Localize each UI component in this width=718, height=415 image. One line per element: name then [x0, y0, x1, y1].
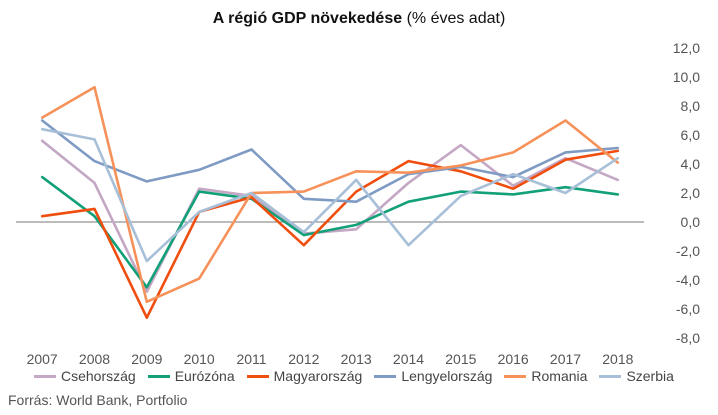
legend-swatch: [34, 374, 56, 378]
y-tick-label: 0,0: [681, 214, 701, 230]
chart-title-main: A régió GDP növekedése: [212, 10, 403, 27]
x-tick-label: 2017: [550, 351, 581, 367]
y-tick-label: 6,0: [681, 127, 701, 143]
legend-item: Eurózóna: [147, 368, 235, 384]
x-tick-label: 2009: [131, 351, 162, 367]
y-tick-label: -2,0: [676, 243, 700, 259]
legend-item: Szerbia: [599, 368, 674, 384]
y-tick-label: -4,0: [676, 272, 700, 288]
y-tick-label: 4,0: [681, 156, 701, 172]
legend-swatch: [374, 374, 397, 378]
legend-swatch: [599, 374, 622, 378]
legend-label: Szerbia: [626, 368, 674, 384]
legend-swatch: [246, 374, 269, 378]
chart-legend: Csehország Eurózóna Magyarország Lengyelors…: [34, 368, 686, 384]
legend-label: Lengyelország: [401, 368, 493, 384]
legend-swatch: [504, 374, 527, 378]
source-note: Forrás: World Bank, Portfolio: [8, 392, 188, 408]
y-tick-label: 8,0: [681, 98, 701, 114]
x-tick-label: 2008: [79, 351, 110, 367]
x-tick-label: 2007: [27, 351, 58, 367]
x-tick-label: 2018: [602, 351, 633, 367]
y-tick-label: 12,0: [673, 40, 700, 56]
chart-title-unit: (% éves adat): [406, 10, 506, 27]
legend-item: Magyarország: [246, 368, 363, 384]
legend-swatch: [147, 374, 170, 378]
legend-item: Csehország: [34, 368, 136, 384]
legend-item: Romania: [504, 368, 587, 384]
series-line-magyarorszag: [40, 149, 620, 320]
series-line-romania: [40, 85, 620, 304]
chart-title: A régió GDP növekedése (% éves adat): [0, 10, 718, 28]
y-tick-label: 10,0: [673, 69, 700, 85]
y-tick-label: -6,0: [676, 301, 700, 317]
legend-label: Romania: [531, 368, 588, 384]
x-tick-label: 2012: [288, 351, 319, 367]
series-line-lengyelorszag: [40, 119, 620, 203]
series-line-szerbia: [40, 127, 620, 263]
legend-label: Csehország: [61, 368, 136, 384]
x-tick-label: 2011: [236, 351, 266, 367]
x-tick-label: 2010: [184, 351, 215, 367]
y-tick-label: -8,0: [676, 330, 700, 346]
legend-label: Magyarország: [273, 368, 363, 384]
x-tick-label: 2015: [445, 351, 476, 367]
x-tick-label: 2016: [498, 351, 529, 367]
series-line-eurozona: [40, 175, 620, 289]
x-tick-label: 2014: [393, 351, 424, 367]
x-tick-label: 2013: [341, 351, 372, 367]
legend-label: Eurózóna: [174, 368, 235, 384]
y-tick-label: 2,0: [681, 185, 701, 201]
legend-item: Lengyelország: [374, 368, 492, 384]
line-chart: 12,0 10,0 8,0 6,0 4,0 2,0 0,0 -2,0 -4,0 -6,0 -8,0 2…: [16, 40, 701, 367]
